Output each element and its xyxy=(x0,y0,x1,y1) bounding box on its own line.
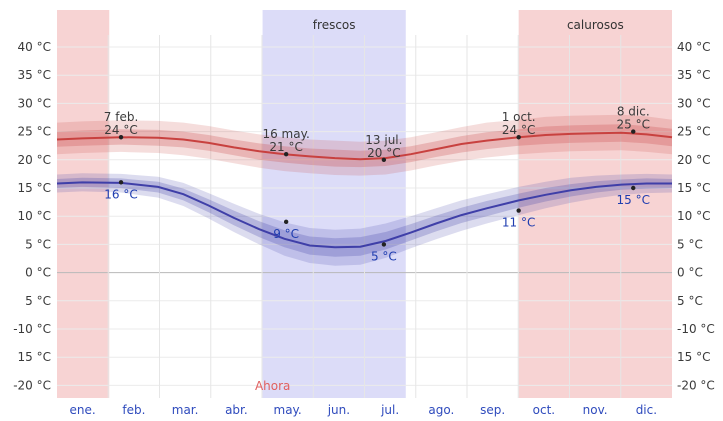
y-tick-label-left: -10 °C xyxy=(13,322,51,336)
high-value-label: 25 °C xyxy=(617,118,650,132)
y-tick-label-right: -20 °C xyxy=(677,378,715,392)
month-label: sep. xyxy=(480,403,505,417)
month-label: feb. xyxy=(122,403,145,417)
y-tick-label-right: 30 °C xyxy=(677,96,710,110)
low-value-label: 5 °C xyxy=(371,249,397,263)
series-group xyxy=(56,114,673,266)
season-band xyxy=(262,10,406,398)
high-value-label: 20 °C xyxy=(367,146,400,160)
month-label: may. xyxy=(274,403,302,417)
y-tick-label-left: 15 °C xyxy=(18,350,51,364)
low-value-label: 9 °C xyxy=(273,227,299,241)
high-date-label: 8 dic. xyxy=(617,105,650,119)
y-tick-label-left: 5 °C xyxy=(25,294,51,308)
series-band-outer xyxy=(57,114,672,176)
y-tick-label-left: -20 °C xyxy=(13,378,51,392)
series-band-outer xyxy=(57,173,672,266)
y-tick-label-left: 20 °C xyxy=(18,153,51,167)
high-date-label: 16 may. xyxy=(262,127,309,141)
season-band xyxy=(57,10,110,398)
y-tick-label-left: 10 °C xyxy=(18,209,51,223)
low-point-marker xyxy=(118,180,124,185)
high-date-label: 7 feb. xyxy=(104,110,139,124)
season-bands: frescos calurosos xyxy=(57,10,672,398)
season-band xyxy=(518,10,672,398)
y-tick-label-right: 10 °C xyxy=(677,209,710,223)
high-value-label: 21 °C xyxy=(269,140,302,154)
high-point-marker xyxy=(516,135,521,140)
season-band-label: calurosos xyxy=(567,18,624,32)
y-tick-label-right: 20 °C xyxy=(677,153,710,167)
month-label: abr. xyxy=(225,403,248,417)
annotations: 7 feb.24 °C 16 may.21 °C13 jul.20 °C1 oct… xyxy=(104,105,650,393)
y-tick-label-left: 35 °C xyxy=(18,68,51,82)
low-value-label: 16 °C xyxy=(104,187,137,201)
series-band-inner xyxy=(57,177,672,257)
y-tick-label-right: 25 °C xyxy=(677,125,710,139)
low-point-marker xyxy=(516,208,521,213)
month-label: mar. xyxy=(172,403,199,417)
low-point-marker xyxy=(283,219,289,225)
y-tick-label-left: 40 °C xyxy=(18,40,51,54)
y-tick-label-right: 15 °C xyxy=(677,350,710,364)
y-tick-label-left: 25 °C xyxy=(18,125,51,139)
y-tick-label-right: -10 °C xyxy=(677,322,715,336)
now-label: Ahora xyxy=(255,379,290,393)
y-tick-label-left: 0 °C xyxy=(25,266,51,280)
y-tick-label-right: 5 °C xyxy=(677,237,703,251)
high-point-marker xyxy=(283,151,289,157)
high-point-marker xyxy=(631,129,636,134)
low-point-marker xyxy=(381,242,387,247)
high-value-label: 24 °C xyxy=(104,123,137,137)
high-date-label: 13 jul. xyxy=(365,133,402,147)
low-value-label: 11 °C xyxy=(502,216,535,230)
month-label: nov. xyxy=(583,403,608,417)
high-point-marker xyxy=(381,157,387,162)
y-tick-label-left: 30 °C xyxy=(18,96,51,110)
month-label: ago. xyxy=(428,403,454,417)
y-tick-label-right: 35 °C xyxy=(677,68,710,82)
series-band-inner xyxy=(57,124,672,168)
low-point-marker xyxy=(631,185,636,191)
high-value-label: 24 °C xyxy=(502,123,535,137)
y-tick-label-left: 5 °C xyxy=(25,237,51,251)
high-date-label: 1 oct. xyxy=(502,110,536,124)
y-tick-label-left: 15 °C xyxy=(18,181,51,195)
y-tick-label-right: 0 °C xyxy=(677,266,703,280)
month-label: dic. xyxy=(636,403,657,417)
series-line xyxy=(56,131,673,161)
month-label: jul. xyxy=(380,403,399,417)
y-tick-label-right: 40 °C xyxy=(677,40,710,54)
y-tick-label-right: 15 °C xyxy=(677,181,710,195)
month-label: ene. xyxy=(70,403,96,417)
y-tick-label-right: 5 °C xyxy=(677,294,703,308)
low-value-label: 15 °C xyxy=(617,193,650,207)
season-band-label: frescos xyxy=(313,18,356,32)
month-label: jun. xyxy=(327,403,350,417)
high-point-marker xyxy=(118,135,124,140)
series-line xyxy=(56,181,672,249)
axes: 40 °C 40 °C 35 °C 35 °C 30 °C 30 °C 25 °C 25 °C… xyxy=(13,40,715,417)
month-label: oct. xyxy=(533,403,555,417)
